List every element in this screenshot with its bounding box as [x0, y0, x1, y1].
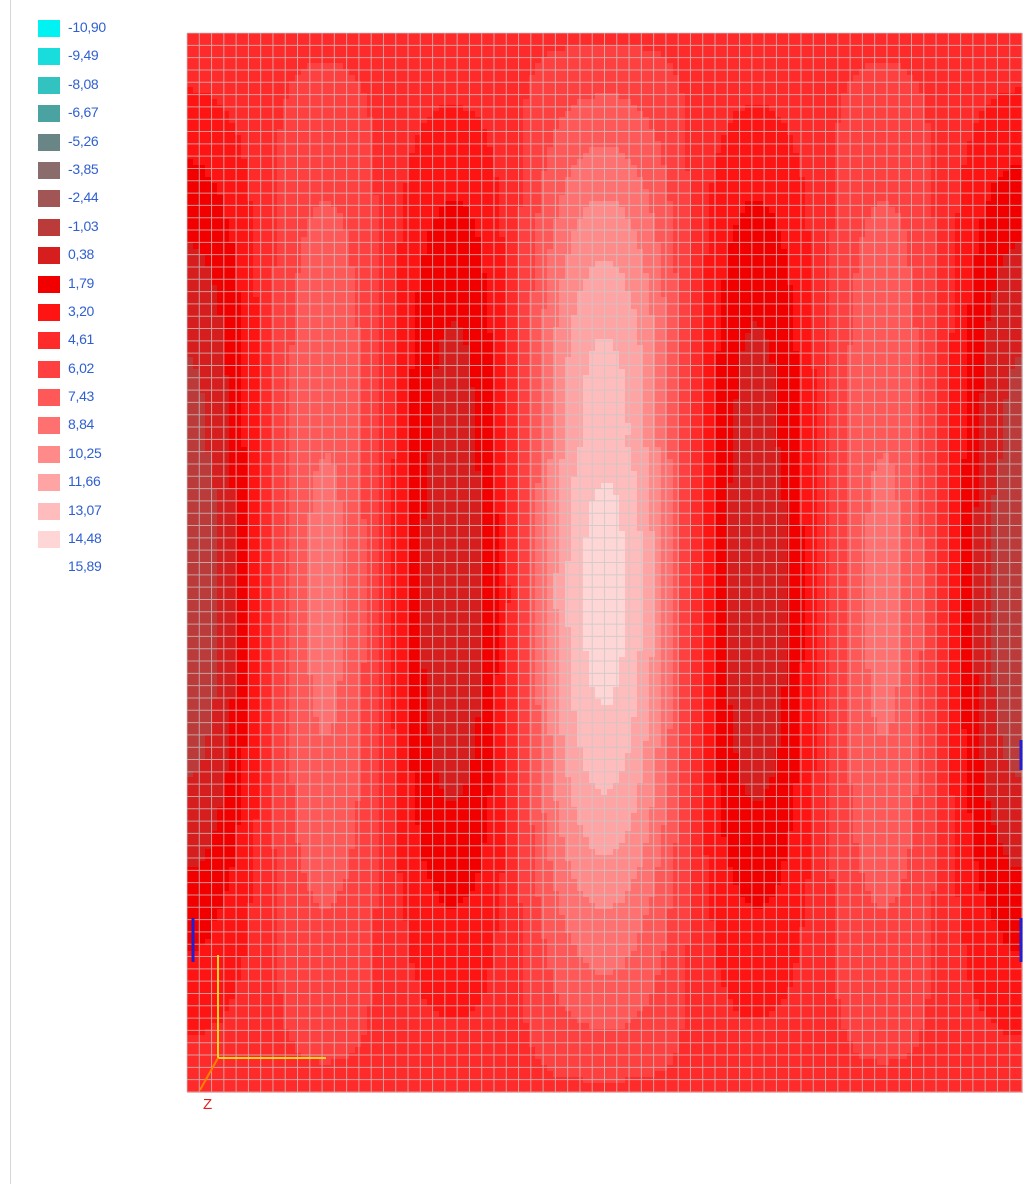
legend-swatch	[38, 445, 60, 463]
legend-swatch	[38, 303, 60, 321]
legend-label: 3,20	[68, 303, 94, 319]
legend-swatch	[38, 417, 60, 435]
legend-swatch	[38, 48, 60, 66]
mesh-grid	[186, 32, 1023, 1093]
legend-entry: -3,85	[38, 158, 148, 186]
legend-swatch	[38, 275, 60, 293]
legend-label: 15,89	[68, 558, 102, 574]
legend-label: 13,07	[68, 502, 102, 518]
legend-entry: 3,20	[38, 300, 148, 328]
legend-label: 1,79	[68, 275, 94, 291]
legend-swatch	[38, 218, 60, 236]
legend-label: -10,90	[68, 19, 106, 35]
legend-label: 10,25	[68, 445, 102, 461]
axis-z-label: Z	[203, 1096, 212, 1113]
legend-entry: 6,02	[38, 357, 148, 385]
legend-swatch	[38, 389, 60, 407]
legend-swatch	[38, 20, 60, 37]
legend-entry: -10,90	[38, 16, 148, 44]
legend-swatch	[38, 190, 60, 208]
legend-entry: -6,67	[38, 101, 148, 129]
legend-swatch	[38, 502, 60, 520]
legend-swatch	[38, 332, 60, 350]
legend-swatch	[38, 105, 60, 123]
legend-entry: 15,89	[38, 555, 148, 583]
legend-entry: 14,48	[38, 527, 148, 555]
legend-label: 6,02	[68, 360, 94, 376]
legend-entry: 11,66	[38, 470, 148, 498]
axis-triad	[199, 955, 326, 1091]
left-divider	[10, 0, 11, 1184]
legend-label: -3,85	[68, 161, 99, 177]
legend-label: 0,38	[68, 246, 94, 262]
legend-swatch	[38, 247, 60, 265]
color-legend: -10,90 -9,49 -8,08 -6,67 -5,26 -3,85 -2,44 -1,0…	[38, 16, 148, 584]
legend-entry: -5,26	[38, 130, 148, 158]
legend-entry: 0,38	[38, 243, 148, 271]
legend-entry: 10,25	[38, 442, 148, 470]
legend-swatch	[38, 133, 60, 151]
z-axis-line	[199, 1057, 219, 1091]
legend-label: -9,49	[68, 47, 99, 63]
legend-entry: 7,43	[38, 385, 148, 413]
legend-entry: -8,08	[38, 73, 148, 101]
legend-swatch	[38, 161, 60, 179]
legend-label: -1,03	[68, 218, 99, 234]
legend-label: 4,61	[68, 331, 94, 347]
stress-contour-bands	[187, 33, 1023, 1093]
legend-entry: -2,44	[38, 186, 148, 214]
legend-entry: 1,79	[38, 272, 148, 300]
legend-label: 7,43	[68, 388, 94, 404]
legend-entry: 4,61	[38, 328, 148, 356]
legend-label: 8,84	[68, 416, 94, 432]
legend-label: -5,26	[68, 133, 99, 149]
legend-entry: 8,84	[38, 413, 148, 441]
legend-swatch	[38, 531, 60, 549]
legend-swatch	[38, 474, 60, 492]
legend-swatch	[38, 360, 60, 378]
legend-label: 11,66	[68, 473, 101, 489]
legend-label: 14,48	[68, 530, 102, 546]
legend-label: -6,67	[68, 104, 99, 120]
legend-label: -8,08	[68, 76, 99, 92]
legend-entry: 13,07	[38, 499, 148, 527]
legend-swatch	[38, 76, 60, 94]
legend-label: -2,44	[68, 189, 99, 205]
legend-entry: -1,03	[38, 215, 148, 243]
legend-entry: -9,49	[38, 44, 148, 72]
